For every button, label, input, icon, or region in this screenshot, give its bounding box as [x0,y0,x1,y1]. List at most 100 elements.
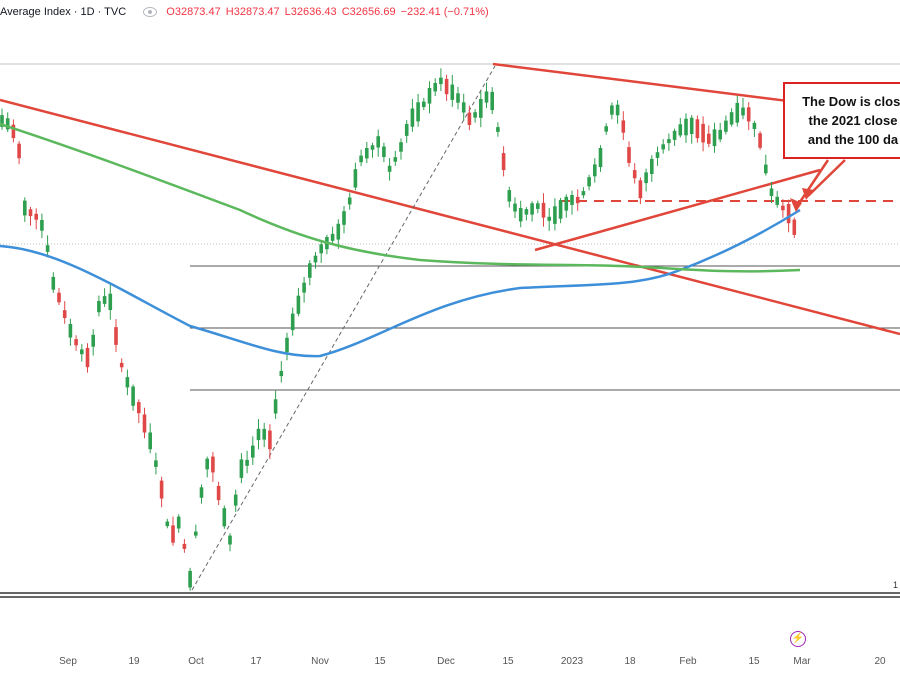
candle-body [302,282,306,293]
candle-body [382,146,386,157]
candle-body [330,233,335,241]
candle-body [376,136,380,148]
candle-body [62,310,67,318]
eye-icon[interactable] [143,7,158,18]
candle-body [422,101,426,107]
candle-body [211,456,215,473]
candle-body [764,164,768,174]
ma-100-line [0,208,801,358]
candle-body [775,196,779,205]
candle-body [724,120,728,132]
low-value: L32636.43 [284,6,337,18]
x-tick-label: 15 [374,656,386,667]
x-tick-label: Feb [679,656,697,667]
candle-body [182,543,187,549]
candle-body [684,118,688,136]
candle-body [496,127,500,132]
x-tick-label: 15 [748,656,760,667]
candle-body [615,104,620,116]
candle-body [638,180,643,199]
candle-body [279,370,284,377]
candle-body [273,399,278,414]
candle-body [553,206,557,224]
candle-body [159,480,164,499]
candle-body [570,195,574,205]
candle-body [108,293,113,310]
candle-body [142,414,147,433]
candle-body [28,209,33,217]
candle-body [473,112,477,118]
downtrend-line [0,98,900,336]
callout-line-2: the 2021 close [808,113,898,128]
candle-body [199,487,204,498]
candle-body [781,205,785,211]
candle-body [769,188,774,196]
candle-body [672,130,677,140]
candle-body [564,196,569,211]
high-value: H32873.47 [225,6,280,18]
candle-body [131,386,135,406]
candle-body [45,245,50,252]
rising-trend-line [534,168,821,252]
candle-body [701,123,705,143]
candle-body [262,428,266,440]
candle-body [450,84,455,100]
ma-200-line [0,122,801,273]
candle-body [245,459,249,466]
candles [0,68,797,591]
lightning-icon[interactable]: ⚡ [790,631,806,647]
candle-body [11,124,16,139]
candle-body [125,377,130,388]
candle-body [336,223,341,240]
candle-body [621,120,626,133]
close-value: C32656.69 [341,6,396,18]
candle-body [365,148,369,159]
candle-body [507,190,512,202]
candle-body [359,155,363,163]
symbol-title[interactable]: Average Index · 1D · TVC [0,6,127,18]
candle-body [558,200,563,219]
annotation-callout[interactable]: The Dow is closi the 2021 close and the … [783,82,900,159]
candle-body [593,164,597,177]
candle-body [501,153,506,171]
candle-body [239,459,244,478]
candle-body [604,126,608,132]
candle-body [251,445,255,458]
candle-body [228,535,232,545]
x-tick-label: 20 [874,656,886,667]
candle-body [387,165,392,172]
candle-body [655,152,660,158]
candle-body [439,77,443,85]
candle-body [541,202,546,218]
candle-body [154,460,158,467]
candle-body [695,119,700,139]
x-tick-label: Oct [188,656,204,667]
candle-body [342,211,346,225]
candle-body [17,143,21,159]
x-tick-label: Dec [437,656,455,667]
candle-body [5,118,10,130]
arrow-head-1 [790,198,802,212]
candle-body [233,494,238,506]
candle-body [205,458,209,470]
candle-body [313,255,318,263]
candle-body [347,197,352,205]
candle-body [735,102,740,123]
candle-body [786,204,791,224]
candle-body [524,209,529,215]
x-axis: Sep 19 Oct 17 Nov 15 Dec 15 2023 18 Feb 15 Mar 20 [59,656,886,667]
candle-body [97,301,101,313]
candle-body [148,432,152,450]
candle-body [433,83,437,92]
candle-body [416,102,420,122]
candle-body [285,337,289,353]
candle-body [40,220,44,231]
x-tick-label: 2023 [561,656,584,667]
candle-body [632,170,637,179]
candle-body [256,428,261,441]
candle-body [598,148,603,168]
candle-body [689,117,694,134]
x-tick-label: 18 [624,656,636,667]
